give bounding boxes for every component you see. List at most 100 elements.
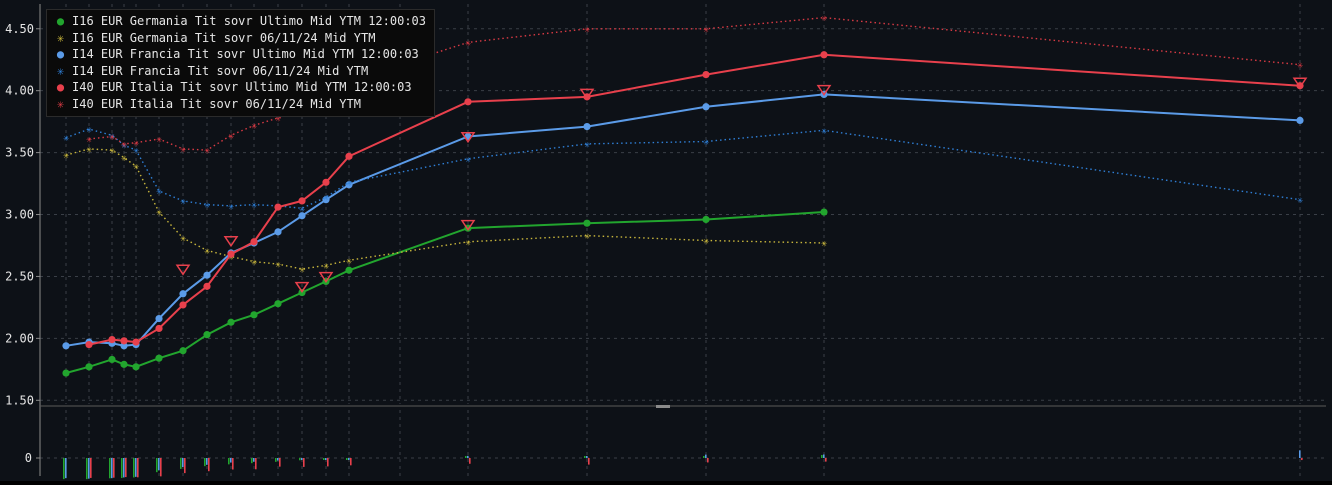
change-bar: [184, 458, 186, 474]
change-bar: [1301, 458, 1303, 461]
data-point: [155, 324, 163, 333]
data-point-star: ✳: [86, 134, 92, 145]
triangle-marker: [294, 281, 310, 293]
change-bar: [821, 455, 823, 458]
data-point: [274, 300, 282, 308]
change-bar: [279, 458, 281, 467]
change-bar: [90, 458, 92, 478]
change-bar: [228, 458, 230, 465]
change-bar: [303, 458, 305, 467]
data-point-star: ✳: [703, 137, 709, 148]
change-bar: [135, 458, 137, 477]
triangle-marker: [579, 88, 595, 100]
data-point: [298, 197, 306, 205]
data-point: [62, 369, 70, 377]
data-point: [464, 98, 472, 106]
data-point: [85, 363, 93, 371]
change-bar: [88, 458, 90, 479]
change-bar: [825, 458, 827, 462]
grid: [40, 4, 1326, 476]
lower-panel-tick-label: 0: [25, 451, 32, 465]
change-bar: [86, 458, 88, 480]
data-point-star: ✳: [299, 265, 305, 276]
data-point-star: ✳: [109, 132, 115, 143]
y-tick-label: 4.50: [5, 22, 34, 36]
data-point-star: ✳: [251, 200, 257, 211]
data-point: [203, 331, 211, 339]
change-bar: [156, 458, 158, 473]
data-point: [62, 342, 70, 350]
change-bar: [323, 458, 325, 460]
data-point-star: ✳: [228, 201, 234, 212]
legend-label: I16 EUR Germania Tit sovr 06/11/24 Mid Y…: [72, 30, 376, 45]
data-point: [322, 178, 330, 186]
data-point-star: ✳: [703, 24, 709, 35]
data-point-star: ✳: [465, 38, 471, 49]
change-bar: [348, 458, 350, 460]
data-point: [345, 152, 353, 160]
data-point: [120, 337, 128, 345]
change-bar: [111, 458, 113, 479]
legend-item-francia-prior[interactable]: ✳ I14 EUR Francia Tit sovr 06/11/24 Mid …: [55, 63, 426, 80]
data-point-star: ✳: [703, 236, 709, 247]
series-star-icon: ✳: [56, 96, 65, 111]
triangle-marker: [816, 84, 832, 97]
change-bar: [350, 458, 352, 466]
data-point-star: ✳: [323, 261, 329, 272]
data-point-star: ✳: [584, 24, 590, 35]
legend-item-francia-live[interactable]: ● I14 EUR Francia Tit sovr Ultimo Mid YT…: [55, 46, 426, 63]
change-bar: [346, 458, 348, 460]
data-point-star: ✳: [156, 134, 162, 145]
change-bar: [301, 458, 303, 460]
data-point: [179, 301, 187, 309]
lower-panel: [63, 450, 1303, 480]
change-bar: [277, 458, 279, 461]
data-point: [155, 354, 163, 362]
triangle-marker: [223, 236, 239, 248]
y-tick-label: 3.00: [5, 208, 34, 222]
data-point: [250, 238, 258, 246]
data-point-star: ✳: [346, 178, 352, 189]
data-point: [345, 266, 353, 274]
series-dot-icon: ●: [56, 80, 65, 94]
legend: ● I16 EUR Germania Tit sovr Ultimo Mid Y…: [46, 9, 436, 117]
y-tick-label: 3.50: [5, 146, 34, 160]
legend-item-germania-live[interactable]: ● I16 EUR Germania Tit sovr Ultimo Mid Y…: [55, 13, 426, 30]
panel-resize-handle: [656, 405, 670, 408]
data-point-star: ✳: [584, 231, 590, 242]
data-point-star: ✳: [86, 144, 92, 155]
legend-item-germania-prior[interactable]: ✳ I16 EUR Germania Tit sovr 06/11/24 Mid…: [55, 30, 426, 47]
data-point-star: ✳: [156, 208, 162, 219]
data-point-star: ✳: [821, 126, 827, 137]
data-point-star: ✳: [228, 131, 234, 142]
legend-item-italia-prior[interactable]: ✳ I40 EUR Italia Tit sovr 06/11/24 Mid Y…: [55, 96, 426, 113]
change-bar: [158, 458, 160, 471]
change-bar: [705, 454, 707, 458]
change-bar: [123, 458, 125, 478]
data-point-star: ✳: [133, 138, 139, 149]
triangle-marker: [175, 264, 191, 276]
legend-label: I14 EUR Francia Tit sovr Ultimo Mid YTM …: [72, 47, 419, 61]
triangle-marker: [1292, 77, 1308, 89]
data-point-star: ✳: [133, 146, 139, 157]
legend-item-italia-live[interactable]: ● I40 EUR Italia Tit sovr Ultimo Mid YTM…: [55, 79, 426, 96]
change-bar: [584, 456, 586, 458]
data-point: [120, 360, 128, 368]
change-bar: [586, 456, 588, 458]
data-point-star: ✳: [299, 204, 305, 215]
y-tick-label: 2.00: [5, 331, 34, 345]
data-point-star: ✳: [251, 121, 257, 132]
y-axis: 4.50 4.00 3.50 3.00 2.50 2.00 1.50 0: [5, 4, 1326, 476]
data-point-star: ✳: [86, 125, 92, 136]
series-dot-icon: ●: [56, 47, 65, 61]
change-bar: [109, 458, 111, 479]
data-point: [820, 51, 828, 59]
data-point-star: ✳: [465, 154, 471, 165]
data-point: [132, 338, 140, 346]
data-point: [155, 314, 163, 323]
data-point: [108, 336, 116, 344]
change-bar: [160, 458, 162, 477]
data-point-star: ✳: [63, 133, 69, 144]
change-bar: [113, 458, 115, 478]
data-point-star: ✳: [63, 151, 69, 162]
